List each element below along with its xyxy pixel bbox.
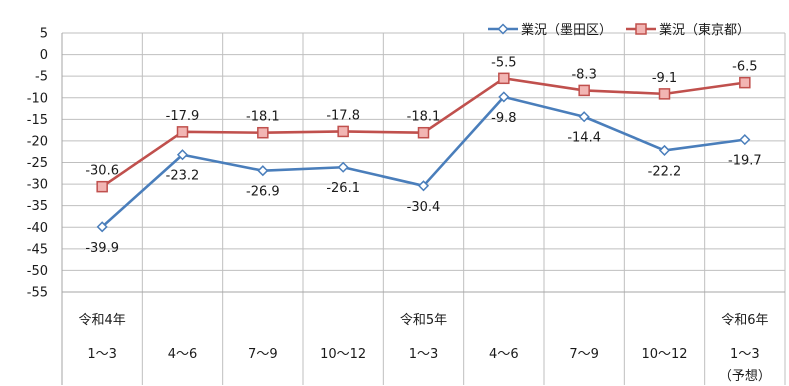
data-point (257, 126, 269, 139)
y-tick-label: -20 (27, 134, 48, 149)
data-label: -6.5 (732, 60, 757, 75)
x-tick-period-label: 10〜12 (641, 347, 687, 362)
data-point (337, 161, 349, 173)
data-label: -8.3 (571, 67, 596, 82)
data-label: -26.9 (246, 185, 280, 200)
data-point (498, 91, 510, 103)
x-tick-year-label: 令和6年 (721, 313, 768, 328)
x-tick-note-label: （予想） (719, 368, 771, 384)
data-label: -9.8 (491, 111, 516, 126)
data-point (417, 126, 430, 139)
x-tick-period-label: 7〜9 (569, 347, 599, 362)
legend-label: 業況（東京都） (659, 22, 750, 38)
data-label: -5.5 (491, 55, 516, 70)
y-tick-label: -15 (27, 113, 48, 128)
data-label: -9.1 (652, 71, 677, 86)
data-point (337, 125, 349, 138)
y-tick-label: -30 (27, 178, 48, 193)
data-point (176, 126, 189, 138)
y-axis: 5 0 -5 -10 -15 -20 -25 -30 -35 -40 -45 -50 -55 (27, 27, 48, 301)
y-tick-label: -25 (27, 156, 48, 171)
y-tick-label: -5 (35, 70, 48, 85)
y-tick-label: 0 (40, 48, 48, 63)
y-tick-label: 5 (40, 27, 48, 42)
legend-label: 業況（墨田区） (521, 22, 612, 38)
x-tick-period-label: 1〜3 (87, 347, 117, 362)
data-label: -17.9 (166, 109, 200, 124)
data-label: -22.2 (648, 164, 682, 179)
y-tick-label: -35 (27, 199, 48, 214)
data-point (739, 134, 751, 146)
data-label: -14.4 (567, 131, 601, 146)
series-group: -39.9 -23.2 -26.9 -26.1 -30.4 -9.8 -14.4 -22.2 -… (85, 55, 761, 255)
y-tick-label: -45 (27, 242, 48, 257)
y-tick-label: -10 (27, 91, 48, 106)
x-tick-period-label: 4〜6 (168, 347, 198, 362)
y-tick-label: -50 (27, 264, 48, 279)
x-tick-period-label: 7〜9 (248, 347, 278, 362)
x-tick-period-label: 4〜6 (489, 347, 519, 362)
x-tick-period-label: 10〜12 (320, 347, 366, 362)
data-label: -30.6 (85, 164, 119, 179)
legend: 業況（墨田区） 業況（東京都） (488, 22, 750, 38)
legend-marker (635, 23, 647, 35)
data-label: -30.4 (407, 200, 441, 215)
data-point (257, 165, 269, 177)
data-point (176, 149, 189, 161)
data-point (578, 84, 590, 97)
x-tick-year-label: 令和4年 (79, 313, 126, 328)
data-label: -19.7 (728, 154, 762, 169)
x-tick-year-label: 令和5年 (400, 313, 447, 328)
y-tick-label: -40 (27, 221, 48, 236)
data-point (96, 221, 108, 233)
data-point (658, 144, 671, 156)
data-label: -17.8 (326, 108, 360, 123)
data-point (578, 111, 590, 123)
data-label: -18.1 (246, 110, 280, 125)
legend-marker (497, 23, 509, 35)
data-point (498, 72, 510, 85)
data-label: -39.9 (85, 241, 119, 256)
data-point (658, 88, 671, 100)
data-point (96, 180, 108, 193)
x-tick-period-label: 1〜3 (730, 347, 760, 362)
x-tick-period-label: 1〜3 (409, 347, 439, 362)
data-label: -26.1 (326, 181, 360, 196)
data-point (739, 76, 751, 89)
data-label: -23.2 (166, 169, 200, 184)
y-tick-label: -55 (27, 286, 48, 301)
data-point (417, 180, 430, 192)
data-label: -18.1 (407, 110, 441, 125)
x-axis-category-table: 令和4年 1〜3 4〜6 7〜9 10〜12 令和5年 1〜3 4〜6 7〜9 10〜12 令和6年… (61, 33, 786, 385)
